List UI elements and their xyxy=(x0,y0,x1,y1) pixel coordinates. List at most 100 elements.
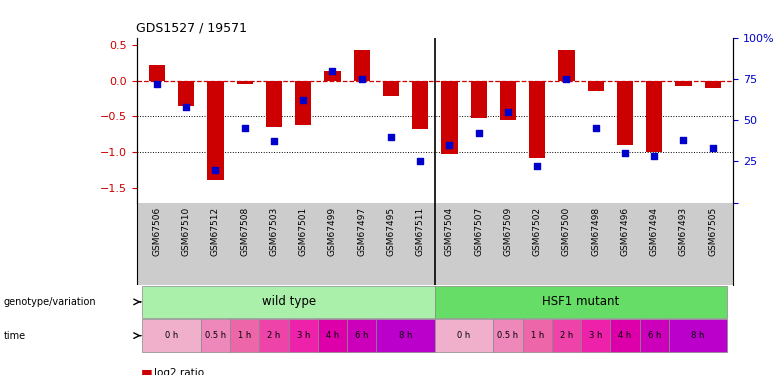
Text: GSM67494: GSM67494 xyxy=(650,207,659,256)
Text: 0 h: 0 h xyxy=(165,331,178,340)
Text: GSM67512: GSM67512 xyxy=(211,207,220,256)
Bar xyxy=(236,81,253,84)
Text: GSM67511: GSM67511 xyxy=(416,207,425,256)
Text: GSM67510: GSM67510 xyxy=(182,207,191,256)
Bar xyxy=(470,81,487,118)
Bar xyxy=(494,320,523,352)
Bar xyxy=(377,320,435,352)
Bar xyxy=(558,50,575,81)
Text: GSM67505: GSM67505 xyxy=(708,207,718,256)
Text: GSM67500: GSM67500 xyxy=(562,207,571,256)
Point xyxy=(648,153,661,159)
Point xyxy=(443,142,456,148)
Bar xyxy=(178,81,194,106)
Bar xyxy=(675,81,692,86)
Point xyxy=(239,125,251,131)
Text: GSM67499: GSM67499 xyxy=(328,207,337,256)
Point xyxy=(531,163,544,169)
Point xyxy=(297,97,310,103)
Text: GSM67497: GSM67497 xyxy=(357,207,367,256)
Bar xyxy=(552,320,581,352)
Bar xyxy=(318,320,347,352)
Text: 3 h: 3 h xyxy=(589,331,602,340)
Point xyxy=(385,134,397,140)
Text: 0 h: 0 h xyxy=(458,331,470,340)
Bar xyxy=(529,81,545,158)
Bar xyxy=(435,320,494,352)
Text: 2 h: 2 h xyxy=(268,331,281,340)
Bar xyxy=(324,70,341,81)
Text: GSM67503: GSM67503 xyxy=(269,207,278,256)
Text: 2 h: 2 h xyxy=(560,331,573,340)
Point xyxy=(473,130,485,136)
Text: GSM67496: GSM67496 xyxy=(620,207,629,256)
Text: GDS1527 / 19571: GDS1527 / 19571 xyxy=(136,22,247,35)
Text: GSM67507: GSM67507 xyxy=(474,207,484,256)
Bar xyxy=(640,320,669,352)
Text: GSM67509: GSM67509 xyxy=(503,207,512,256)
Text: wild type: wild type xyxy=(261,296,316,308)
Text: 0.5 h: 0.5 h xyxy=(498,331,519,340)
Bar xyxy=(500,81,516,120)
Bar xyxy=(259,320,289,352)
Bar xyxy=(201,320,230,352)
Bar xyxy=(295,81,311,125)
Text: GSM67508: GSM67508 xyxy=(240,207,250,256)
Text: GSM67501: GSM67501 xyxy=(299,207,308,256)
Point xyxy=(268,138,280,144)
Bar xyxy=(142,286,435,318)
Bar xyxy=(353,50,370,81)
Text: 6 h: 6 h xyxy=(355,331,368,340)
Bar xyxy=(289,320,318,352)
Bar xyxy=(669,320,727,352)
Text: 6 h: 6 h xyxy=(647,331,661,340)
Text: 1 h: 1 h xyxy=(530,331,544,340)
Bar xyxy=(587,81,604,91)
Bar xyxy=(142,320,201,352)
Bar xyxy=(230,320,259,352)
Text: 8 h: 8 h xyxy=(691,331,705,340)
Text: log2 ratio: log2 ratio xyxy=(154,368,204,375)
Text: 0.5 h: 0.5 h xyxy=(205,331,226,340)
Point xyxy=(560,76,573,82)
Text: 8 h: 8 h xyxy=(399,331,413,340)
Bar xyxy=(523,320,552,352)
Bar xyxy=(149,65,165,81)
Text: 4 h: 4 h xyxy=(326,331,339,340)
Text: GSM67493: GSM67493 xyxy=(679,207,688,256)
Text: GSM67506: GSM67506 xyxy=(152,207,161,256)
Bar xyxy=(646,81,662,152)
Bar xyxy=(441,81,458,154)
Bar xyxy=(207,81,224,180)
Bar xyxy=(435,286,727,318)
Bar xyxy=(617,81,633,145)
Text: GSM67502: GSM67502 xyxy=(533,207,542,256)
Bar xyxy=(581,320,610,352)
Text: genotype/variation: genotype/variation xyxy=(4,297,97,307)
Text: 4 h: 4 h xyxy=(619,331,632,340)
Text: HSF1 mutant: HSF1 mutant xyxy=(542,296,620,308)
Text: GSM67495: GSM67495 xyxy=(386,207,395,256)
Point xyxy=(502,109,514,115)
Bar xyxy=(347,320,377,352)
Bar xyxy=(383,81,399,96)
Point xyxy=(619,150,631,156)
Point xyxy=(414,158,427,164)
Point xyxy=(677,137,690,143)
Text: 1 h: 1 h xyxy=(238,331,251,340)
Point xyxy=(707,145,719,151)
Point xyxy=(356,76,368,82)
Point xyxy=(180,104,193,110)
Bar xyxy=(412,81,428,129)
Point xyxy=(590,125,602,131)
Text: GSM67498: GSM67498 xyxy=(591,207,601,256)
Text: 3 h: 3 h xyxy=(296,331,310,340)
Bar xyxy=(704,81,721,88)
Bar xyxy=(610,320,640,352)
Point xyxy=(209,166,222,172)
Text: GSM67504: GSM67504 xyxy=(445,207,454,256)
Bar xyxy=(266,81,282,127)
Text: time: time xyxy=(4,331,26,340)
Point xyxy=(326,68,339,74)
Point xyxy=(151,81,163,87)
